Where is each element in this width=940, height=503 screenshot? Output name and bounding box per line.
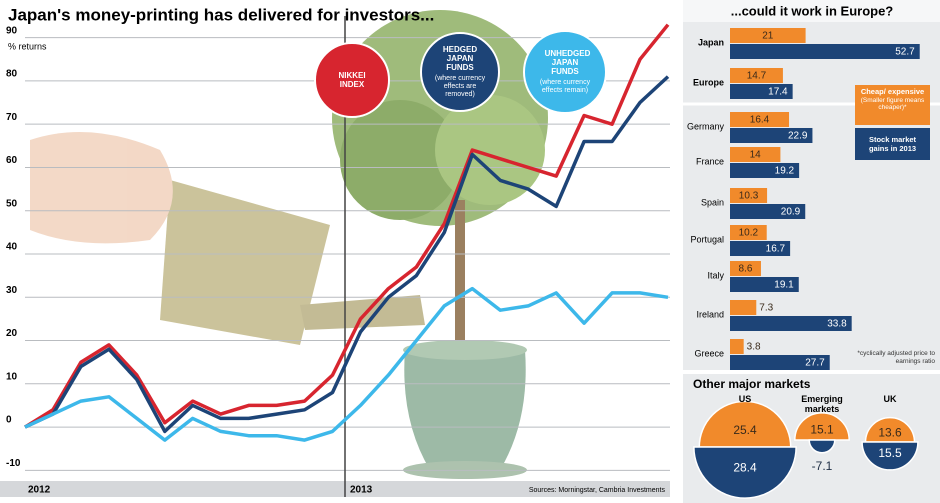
bar (730, 84, 793, 99)
value-label: 28.4 (733, 461, 757, 475)
value-label: -7.1 (812, 459, 833, 473)
value-label: 17.4 (768, 87, 788, 98)
legend-note: (where currency effects are removed) (434, 75, 486, 99)
bar (730, 188, 768, 203)
period-band (0, 481, 670, 497)
line-series (24, 286, 669, 442)
y-tick-label: 40 (6, 242, 18, 253)
legend-note: (Smaller figure means cheaper)* (860, 96, 925, 112)
semicircle (864, 416, 916, 443)
semicircle (693, 446, 797, 499)
category-label: Ireland (696, 309, 724, 319)
value-label: 7.3 (759, 303, 773, 314)
period-label: 2013 (350, 485, 373, 496)
value-label: 3.8 (747, 342, 761, 353)
bar (730, 128, 813, 143)
value-label: 25.4 (733, 423, 757, 437)
category-label: France (696, 156, 724, 166)
value-label: 10.3 (739, 191, 759, 202)
value-label: 10.2 (739, 228, 759, 239)
value-label: 16.7 (766, 244, 786, 255)
bar (730, 163, 800, 178)
semicircle (698, 400, 792, 448)
axis-label: % returns (8, 41, 47, 51)
value-label: 19.1 (774, 280, 794, 291)
footnote: *cyclically adjusted price to earnings r… (857, 350, 935, 366)
legend-item: Cheap/ expensive (Smaller figure means ch… (855, 85, 930, 125)
category-label: Italy (707, 270, 724, 280)
y-tick-label: 20 (6, 328, 18, 339)
value-label: 21 (762, 31, 774, 42)
category-label: UK (883, 394, 897, 404)
value-label: 19.2 (775, 166, 795, 177)
category-label: Europe (693, 77, 724, 87)
y-tick-label: 0 (6, 415, 12, 426)
legend-label: Cheap/ expensive (860, 87, 925, 96)
category-label: Spain (701, 197, 724, 207)
bar (730, 316, 852, 331)
value-label: 14.7 (747, 71, 767, 82)
value-label: 33.8 (827, 319, 847, 330)
panel-title: Other major markets (693, 377, 811, 391)
bar (730, 261, 761, 276)
value-label: 20.9 (781, 207, 801, 218)
legend-item: UNHEDGED JAPAN FUNDS (where currency effe… (523, 30, 607, 114)
bar (730, 339, 744, 354)
value-label: 52.7 (895, 47, 915, 58)
side-header (683, 0, 940, 22)
legend-item: HEDGED JAPAN FUNDS (where currency effect… (420, 32, 500, 112)
category-label: Portugal (690, 234, 724, 244)
bar (730, 300, 757, 315)
bar (730, 68, 783, 83)
bar (730, 241, 791, 256)
semicircle (794, 412, 850, 441)
y-tick-label: -10 (6, 458, 21, 469)
value-label: 16.4 (750, 115, 770, 126)
legend-item: NIKKEI INDEX (314, 42, 390, 118)
legend-label: HEDGED JAPAN FUNDS (442, 44, 478, 73)
source: Sources: Morningstar, Cambria Investment… (529, 487, 666, 494)
bar (730, 112, 790, 127)
y-tick-label: 90 (6, 25, 18, 36)
y-tick-label: 80 (6, 69, 18, 80)
semicircle (861, 441, 919, 471)
legend-label: NIKKEI INDEX (338, 70, 366, 89)
bar (730, 44, 920, 59)
line-series (24, 75, 670, 434)
y-tick-label: 60 (6, 155, 18, 166)
y-tick-label: 70 (6, 112, 18, 123)
value-label: 15.1 (810, 423, 834, 437)
value-label: 8.6 (739, 264, 753, 275)
value-label: 14 (750, 150, 762, 161)
value-label: 13.6 (878, 426, 902, 440)
legend-label: Stock market gains in 2013 (868, 135, 917, 153)
bar (730, 28, 806, 43)
legend-label: UNHEDGED JAPAN FUNDS (544, 48, 591, 77)
panel-title: ...could it work in Europe? (731, 3, 894, 18)
bar (730, 355, 830, 370)
line-series (24, 23, 670, 429)
y-tick-label: 10 (6, 371, 18, 382)
category-label: Emerging markets (801, 394, 843, 414)
bar (730, 204, 806, 219)
value-label: 15.5 (878, 446, 902, 460)
bar (730, 277, 799, 292)
category-label: Greece (694, 348, 724, 358)
legend-item: Stock market gains in 2013 (855, 128, 930, 160)
period-label: 2012 (28, 485, 51, 496)
chart-title: Japan's money-printing has delivered for… (8, 5, 434, 24)
legend-note: (where currency effects remain) (539, 79, 591, 95)
y-tick-label: 50 (6, 198, 18, 209)
category-label: US (738, 394, 752, 404)
y-tick-label: 30 (6, 285, 18, 296)
semicircle (808, 439, 836, 454)
category-label: Germany (687, 121, 725, 131)
bar (730, 225, 767, 240)
category-label: Japan (698, 37, 724, 47)
bar (730, 147, 781, 162)
value-label: 27.7 (805, 358, 825, 369)
value-label: 22.9 (788, 131, 808, 142)
